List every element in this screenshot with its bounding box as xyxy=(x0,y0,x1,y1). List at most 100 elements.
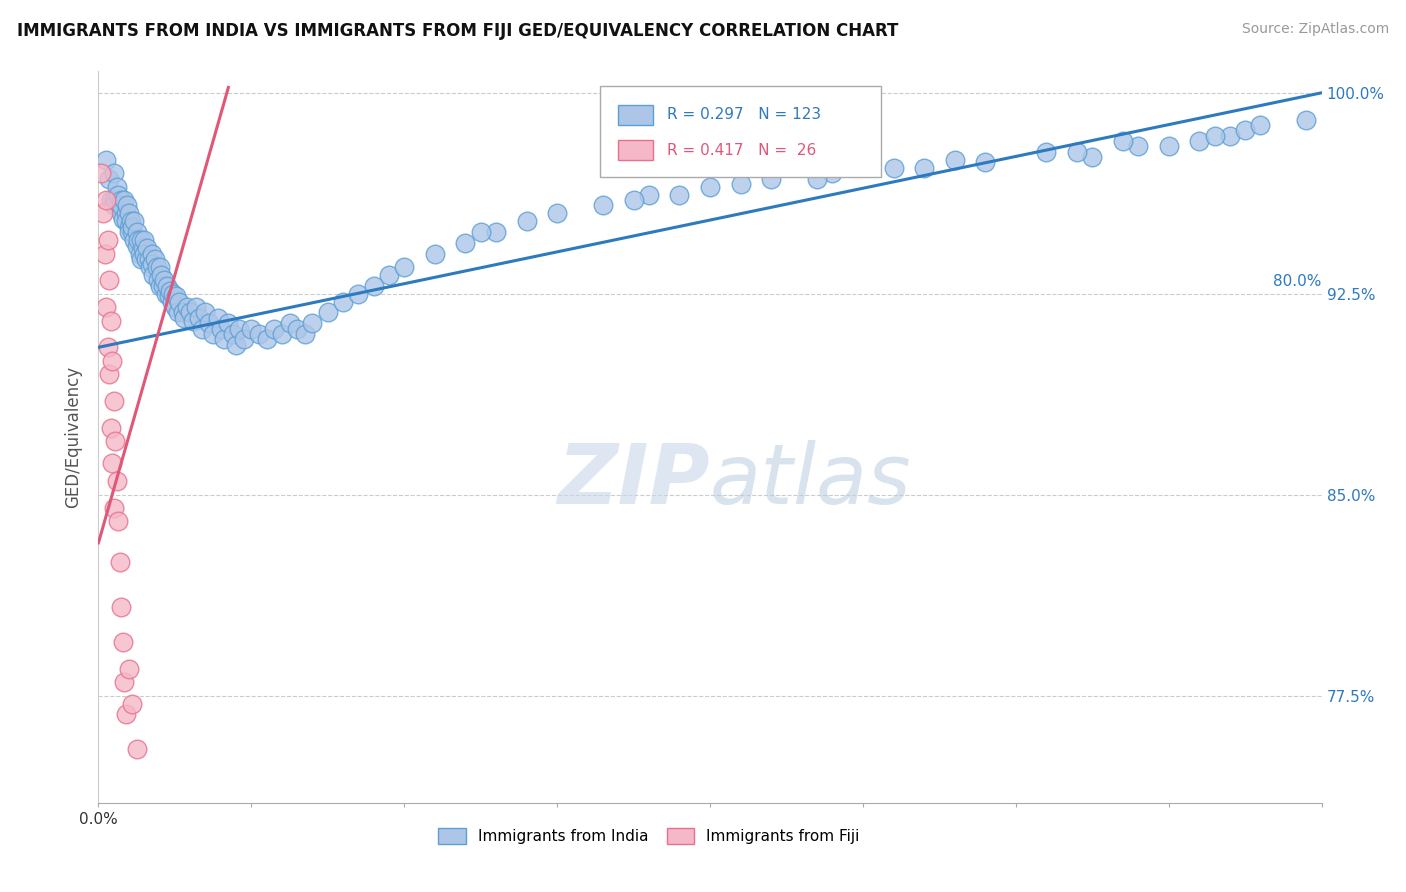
Text: 80.0%: 80.0% xyxy=(1274,274,1322,289)
Text: R = 0.417   N =  26: R = 0.417 N = 26 xyxy=(668,143,817,158)
Point xyxy=(623,193,645,207)
Point xyxy=(160,294,183,309)
Point xyxy=(132,241,155,255)
Point xyxy=(94,300,117,314)
Point xyxy=(94,193,117,207)
Text: Source: ZipAtlas.com: Source: ZipAtlas.com xyxy=(1241,22,1389,37)
Point xyxy=(301,316,323,330)
Point xyxy=(285,321,308,335)
Point xyxy=(423,246,446,260)
Point xyxy=(104,434,127,449)
Point xyxy=(1188,134,1211,148)
Point xyxy=(149,260,172,274)
Point xyxy=(146,273,169,287)
Point xyxy=(100,420,122,434)
Point xyxy=(188,310,211,325)
Point xyxy=(167,305,190,319)
Point xyxy=(115,707,138,722)
Point xyxy=(169,294,191,309)
Point xyxy=(136,241,159,255)
Text: IMMIGRANTS FROM INDIA VS IMMIGRANTS FROM FIJI GED/EQUIVALENCY CORRELATION CHART: IMMIGRANTS FROM INDIA VS IMMIGRANTS FROM… xyxy=(17,22,898,40)
Point xyxy=(332,294,354,309)
Text: atlas: atlas xyxy=(710,441,911,522)
Point xyxy=(181,313,204,327)
Point xyxy=(121,697,143,711)
Point xyxy=(363,278,385,293)
Point xyxy=(240,321,263,335)
Point xyxy=(143,252,166,266)
Point xyxy=(138,252,160,266)
Point xyxy=(485,225,508,239)
Point xyxy=(165,289,187,303)
Point xyxy=(592,198,614,212)
Point xyxy=(110,206,132,220)
Point xyxy=(135,252,157,266)
Point xyxy=(125,238,148,252)
Point xyxy=(103,193,125,207)
Point xyxy=(883,161,905,175)
Point xyxy=(129,233,152,247)
Point xyxy=(1234,123,1257,137)
Point xyxy=(1204,128,1226,143)
Point xyxy=(155,286,177,301)
Point xyxy=(97,233,120,247)
Point xyxy=(118,219,141,234)
Point xyxy=(141,257,163,271)
Point xyxy=(103,393,125,408)
Point xyxy=(1081,150,1104,164)
Point xyxy=(115,206,138,220)
Point xyxy=(100,193,122,207)
Point xyxy=(111,635,134,649)
Point xyxy=(141,246,163,260)
Point xyxy=(128,246,150,260)
Point xyxy=(100,313,122,327)
Point xyxy=(91,206,114,220)
Point xyxy=(98,273,121,287)
Point xyxy=(142,268,165,282)
Point xyxy=(90,166,112,180)
Point xyxy=(149,278,172,293)
Point xyxy=(93,246,115,260)
Point xyxy=(212,332,235,346)
Point xyxy=(186,300,208,314)
Point xyxy=(228,321,250,335)
Text: ZIP: ZIP xyxy=(557,441,710,522)
Point xyxy=(120,214,142,228)
Point xyxy=(974,155,997,169)
Point xyxy=(172,305,194,319)
Text: R = 0.297   N = 123: R = 0.297 N = 123 xyxy=(668,107,821,122)
Point xyxy=(179,305,201,319)
FancyBboxPatch shape xyxy=(619,140,652,161)
Point xyxy=(94,153,117,167)
Legend: Immigrants from India, Immigrants from Fiji: Immigrants from India, Immigrants from F… xyxy=(432,822,866,850)
Point xyxy=(121,219,143,234)
Point xyxy=(107,187,129,202)
Point xyxy=(806,171,828,186)
Point xyxy=(247,326,270,341)
Point xyxy=(163,300,186,314)
Point xyxy=(110,193,132,207)
Point xyxy=(118,225,141,239)
Point xyxy=(1249,118,1271,132)
Point xyxy=(912,161,935,175)
Point xyxy=(1112,134,1135,148)
Point xyxy=(98,367,121,381)
Point xyxy=(194,305,217,319)
Point xyxy=(122,233,145,247)
Point xyxy=(546,206,568,220)
Point xyxy=(103,198,125,212)
Point xyxy=(1219,128,1241,143)
Point xyxy=(392,260,416,274)
Point xyxy=(217,316,239,330)
Point xyxy=(105,475,128,489)
Point xyxy=(159,284,181,298)
Point xyxy=(125,742,148,756)
Point xyxy=(145,260,167,274)
Point xyxy=(294,326,316,341)
Point xyxy=(191,321,214,335)
Point xyxy=(150,268,173,282)
Point xyxy=(209,321,232,335)
Point xyxy=(97,340,120,354)
Point xyxy=(1295,112,1317,127)
FancyBboxPatch shape xyxy=(619,104,652,125)
